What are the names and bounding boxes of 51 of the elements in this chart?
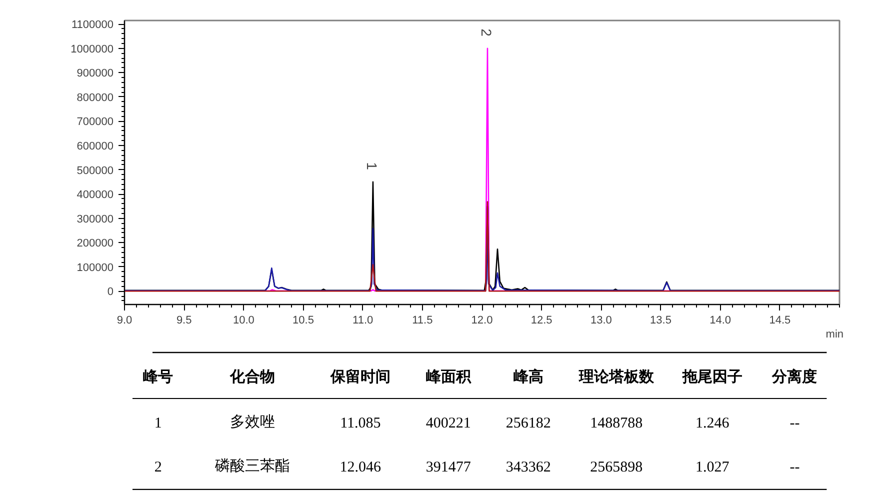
x-tick-label: 12.5 bbox=[530, 314, 552, 326]
text: 391477 bbox=[426, 460, 472, 476]
y-tick-label: 300000 bbox=[76, 213, 114, 226]
x-tick-label: 9.5 bbox=[176, 314, 192, 326]
text: 峰面积 bbox=[426, 368, 472, 386]
text: 1488788 bbox=[590, 416, 643, 432]
text: 磷酸三苯酯 bbox=[214, 458, 290, 474]
y-tick-label: 500000 bbox=[76, 164, 114, 177]
text: 拖尾因子 bbox=[681, 368, 742, 386]
y-tick-label: 100000 bbox=[76, 262, 114, 274]
x-axis-title: min bbox=[826, 328, 844, 340]
text: 1.027 bbox=[695, 460, 730, 476]
text: 400221 bbox=[426, 416, 471, 432]
text: 理论塔板数 bbox=[578, 368, 655, 386]
text: -- bbox=[790, 416, 800, 432]
text: 2565898 bbox=[590, 460, 643, 476]
text: 分离度 bbox=[771, 368, 818, 386]
x-tick-label: 12.0 bbox=[471, 314, 493, 326]
x-tick-label: 13.0 bbox=[590, 314, 612, 326]
y-tick-label: 600000 bbox=[76, 140, 114, 153]
annotation: 2 bbox=[478, 28, 494, 37]
text: 11.085 bbox=[340, 416, 381, 432]
annotation: 1 bbox=[364, 162, 380, 170]
text: -- bbox=[790, 460, 800, 476]
x-tick-label: 14.5 bbox=[769, 314, 791, 326]
text: 峰号 bbox=[143, 368, 174, 386]
x-tick-label: 11.0 bbox=[352, 314, 374, 326]
y-tick-label: 700000 bbox=[76, 116, 114, 128]
y-tick-label: 0 bbox=[107, 286, 114, 298]
y-tick-label: 400000 bbox=[76, 189, 114, 202]
text: 343362 bbox=[506, 460, 551, 476]
x-tick-label: 10.5 bbox=[292, 314, 314, 326]
text: 峰高 bbox=[513, 368, 544, 386]
x-tick-label: 11.5 bbox=[412, 314, 433, 326]
y-tick-label: 1000000 bbox=[70, 43, 114, 56]
x-tick-label: 10.0 bbox=[232, 314, 254, 326]
text: 化合物 bbox=[228, 368, 275, 386]
x-tick-label: 13.5 bbox=[650, 314, 672, 326]
text: 2 bbox=[154, 460, 162, 476]
text: 1.246 bbox=[695, 416, 730, 432]
y-tick-label: 200000 bbox=[76, 238, 114, 250]
y-tick-label: 1100000 bbox=[71, 19, 114, 32]
x-tick-label: 14.0 bbox=[710, 314, 732, 326]
text: 256182 bbox=[506, 416, 551, 432]
text: 12.046 bbox=[340, 460, 382, 476]
text: 1 bbox=[154, 416, 162, 432]
y-tick-label: 800000 bbox=[76, 92, 114, 104]
x-tick-label: 9.0 bbox=[116, 314, 132, 326]
text: 保留时间 bbox=[329, 368, 390, 386]
text: 多效唑 bbox=[230, 414, 275, 430]
y-tick-label: 900000 bbox=[76, 68, 114, 80]
